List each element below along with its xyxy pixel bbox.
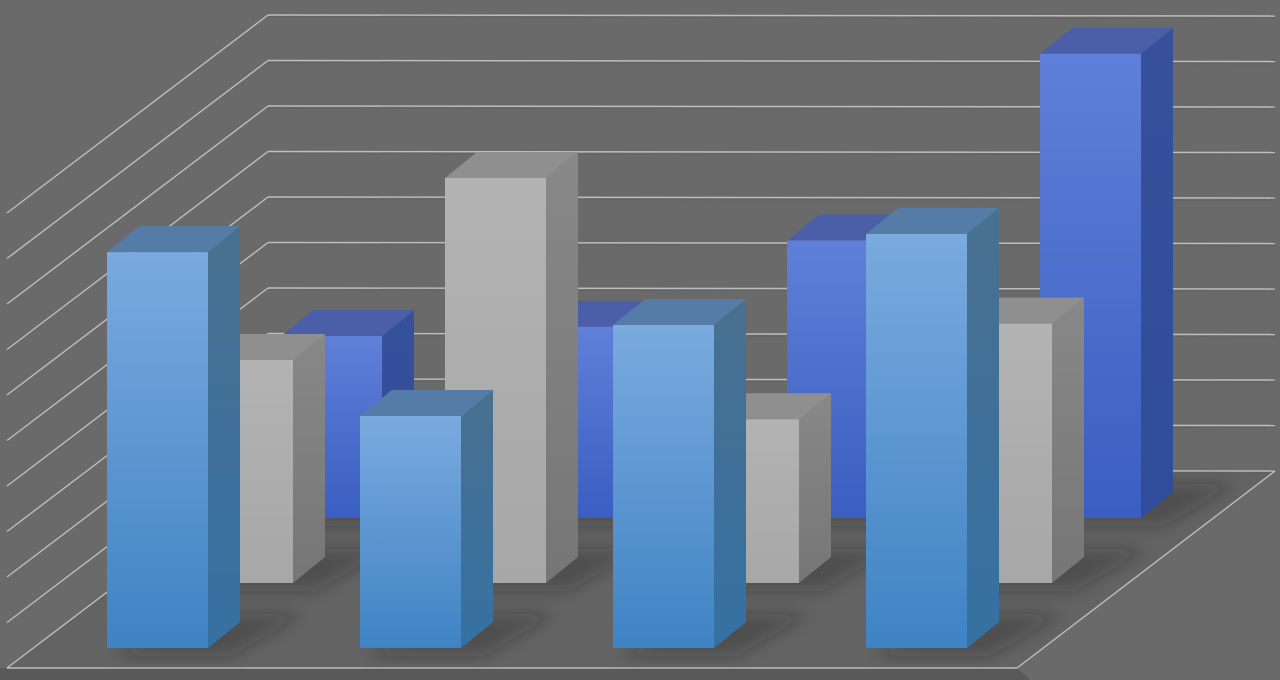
bar-side-face bbox=[1052, 297, 1084, 583]
gridline-left-wall bbox=[6, 105, 269, 305]
gridline-back-wall bbox=[267, 14, 1276, 17]
bar-front-face bbox=[360, 415, 461, 648]
floor-front-strip bbox=[0, 668, 1030, 680]
floor-right-edge bbox=[1016, 470, 1276, 669]
bar-side-face bbox=[208, 226, 240, 648]
bar-front bbox=[360, 389, 493, 648]
bar-front-face bbox=[613, 324, 714, 648]
bar-side-face bbox=[461, 389, 493, 648]
bar-front bbox=[866, 207, 999, 648]
bar-top-face bbox=[866, 207, 999, 234]
bar-side-face bbox=[714, 298, 746, 648]
bar-top-face bbox=[613, 298, 746, 325]
bar-top-face bbox=[1040, 27, 1173, 54]
bar-side-face bbox=[799, 393, 831, 583]
bar-top-face bbox=[445, 152, 578, 179]
bar-top-face bbox=[107, 226, 240, 253]
bar-front bbox=[613, 298, 746, 648]
bar-top-face bbox=[281, 310, 414, 336]
bar-side-face bbox=[967, 207, 999, 648]
gridline-left-wall bbox=[6, 14, 269, 214]
bar-side-face bbox=[293, 334, 325, 583]
bar-top-face bbox=[360, 389, 493, 416]
bar-front bbox=[107, 226, 240, 648]
bar-side-face bbox=[1141, 27, 1173, 519]
bar-side-face bbox=[546, 152, 578, 584]
bar-front-face bbox=[107, 252, 208, 648]
gridline-shade bbox=[267, 16, 1276, 19]
bar-front-face bbox=[866, 233, 967, 648]
gridline-left-wall bbox=[6, 59, 269, 260]
